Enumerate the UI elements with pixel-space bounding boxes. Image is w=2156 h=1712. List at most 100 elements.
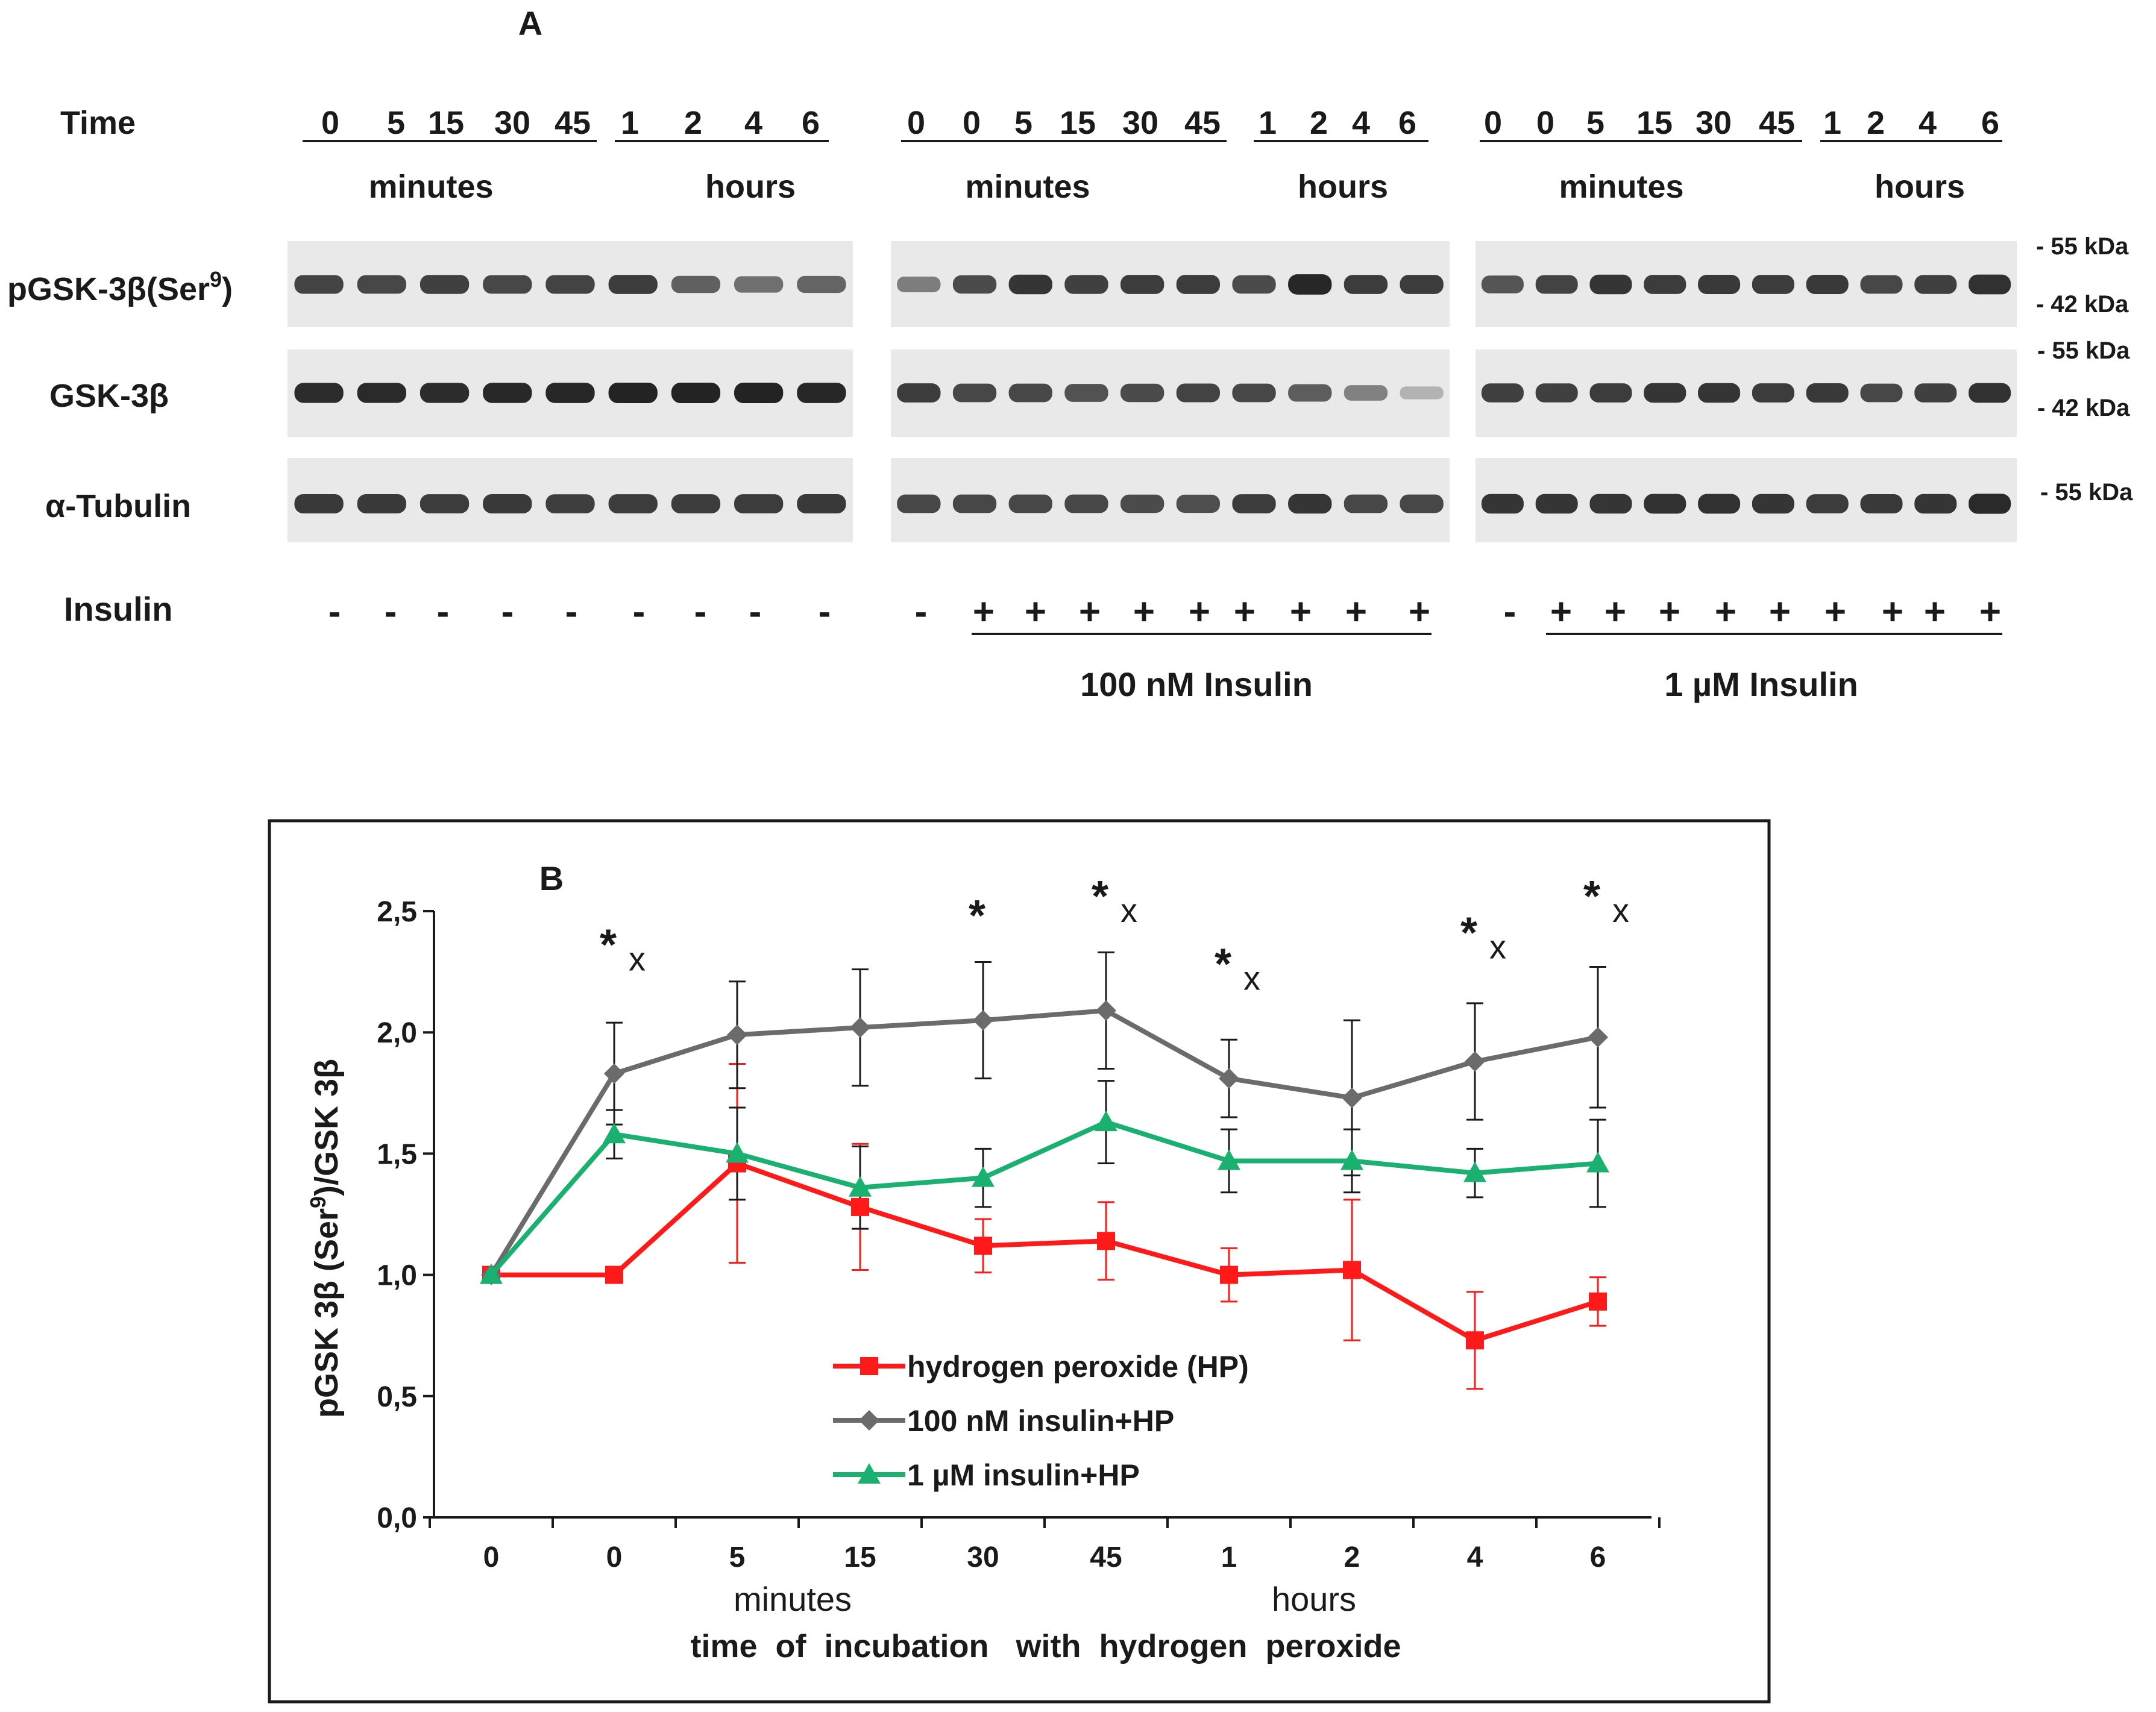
band-2-2-0 xyxy=(1481,494,1524,514)
significance-sub-2: x xyxy=(1120,891,1137,929)
data-point-2-5 xyxy=(1095,1111,1117,1132)
y-axis-label-end: )/GSK 3β xyxy=(309,1059,345,1196)
band-0-0-2 xyxy=(420,275,470,294)
data-point-0-5 xyxy=(1097,1232,1115,1250)
data-point-2-9 xyxy=(1586,1152,1609,1173)
band-1-1-3 xyxy=(1064,384,1108,402)
time-label-hr-2-3: 6 xyxy=(1981,105,1999,141)
time-label-hr-2-0: 1 xyxy=(1823,105,1841,141)
insulin-sign-2-5: + xyxy=(1769,591,1791,633)
significance-marker-1: * xyxy=(969,892,985,940)
insulin-sign-2-4: + xyxy=(1715,591,1736,633)
x-tick-label-2: 5 xyxy=(729,1541,746,1573)
x-tick-label-3: 15 xyxy=(844,1541,876,1573)
band-0-1-3 xyxy=(483,383,532,403)
legend-label-2: 1 µM insulin+HP xyxy=(907,1458,1140,1492)
x-axis-label: time of incubation with hydrogen peroxid… xyxy=(690,1628,1401,1664)
band-1-2-3 xyxy=(1064,494,1108,513)
significance-marker-3: * xyxy=(1215,941,1231,989)
band-0-0-3 xyxy=(483,275,532,294)
band-2-0-5 xyxy=(1752,275,1794,294)
band-0-0-6 xyxy=(671,275,721,293)
legend: hydrogen peroxide (HP) 100 nM insulin+HP 1… xyxy=(833,1350,1249,1492)
band-0-2-8 xyxy=(797,494,846,514)
marker-gsk-42: - 42 kDa xyxy=(2037,395,2130,421)
data-point-1-9 xyxy=(1588,1027,1608,1048)
x-tick-label-8: 4 xyxy=(1467,1541,1483,1573)
x-tick-label-1: 0 xyxy=(606,1541,623,1573)
insulin-sign-1-3: + xyxy=(1079,591,1101,633)
band-0-1-0 xyxy=(294,383,344,403)
band-0-2-2 xyxy=(420,494,470,513)
insulin-sign-2-9: + xyxy=(1979,591,2001,633)
data-point-2-4 xyxy=(972,1166,995,1187)
band-0-0-5 xyxy=(608,275,658,294)
band-1-0-1 xyxy=(952,275,997,294)
band-0-1-2 xyxy=(420,383,470,403)
insulin-sign-0-6: - xyxy=(694,591,707,633)
insulin-sign-0-8: - xyxy=(819,591,831,633)
band-2-2-4 xyxy=(1698,494,1741,514)
insulin-sign-1-7: + xyxy=(1290,591,1312,633)
data-point-2-7 xyxy=(1340,1149,1363,1170)
data-point-1-4 xyxy=(973,1010,993,1031)
legend-label-1: 100 nM insulin+HP xyxy=(907,1404,1174,1438)
band-0-1-1 xyxy=(357,383,406,403)
data-point-2-8 xyxy=(1463,1161,1486,1182)
marker-tubulin-55: - 55 kDa xyxy=(2040,479,2133,506)
treatment-label-100nm: 100 nM Insulin xyxy=(1080,665,1313,703)
insulin-label: Insulin xyxy=(64,590,172,628)
line-chart: 0,0 0,5 1,0 1,5 2,0 2,5 0 0 5 15 30 45 1 2 4 6 minutes ho… xyxy=(377,873,1661,1618)
band-0-1-4 xyxy=(545,383,595,403)
band-2-0-0 xyxy=(1481,275,1524,293)
insulin-sign-0-3: - xyxy=(501,591,514,633)
time-label-min-2-1: 0 xyxy=(1536,105,1554,141)
insulin-sign-0-0: - xyxy=(328,591,341,633)
band-2-1-3 xyxy=(1644,383,1686,403)
time-label-min-2-5: 45 xyxy=(1759,105,1795,141)
y-axis-label-sup: 9 xyxy=(306,1196,330,1208)
band-2-2-1 xyxy=(1535,494,1578,514)
time-label-min-1-3: 15 xyxy=(1060,105,1096,141)
hours-label-1: hours xyxy=(1298,169,1388,205)
insulin-sign-2-3: + xyxy=(1659,591,1680,633)
time-label-hr-0-2: 4 xyxy=(744,105,762,141)
significance-sub-4: x xyxy=(1489,927,1506,965)
time-label: Time xyxy=(60,105,136,141)
gsk-row-label: GSK-3β xyxy=(49,378,169,414)
band-1-1-9 xyxy=(1400,386,1444,400)
band-1-1-2 xyxy=(1008,383,1052,403)
marker-gsk-55: - 55 kDa xyxy=(2037,337,2130,364)
significance-sub-5: x xyxy=(1612,891,1629,929)
band-2-0-4 xyxy=(1698,274,1741,295)
y-tick-label-1: 0,5 xyxy=(377,1381,417,1413)
insulin-sign-2-1: + xyxy=(1550,591,1572,633)
pgsk-row-label: pGSK-3β(Ser9) xyxy=(7,267,233,307)
time-label-hr-1-0: 1 xyxy=(1259,105,1277,141)
time-label-hr-0-3: 6 xyxy=(802,105,820,141)
insulin-sign-2-6: + xyxy=(1824,591,1846,633)
x-tick-label-0: 0 xyxy=(483,1541,500,1573)
x-tick-label-5: 45 xyxy=(1090,1541,1122,1573)
band-1-0-9 xyxy=(1400,275,1444,294)
legend-label-0: hydrogen peroxide (HP) xyxy=(907,1350,1249,1384)
panel-b-title: B xyxy=(539,859,564,897)
band-2-1-8 xyxy=(1914,383,1957,403)
band-0-1-7 xyxy=(734,383,784,403)
time-label-hr-0-1: 2 xyxy=(684,105,702,141)
band-2-2-8 xyxy=(1914,494,1957,514)
time-label-min-2-2: 5 xyxy=(1586,105,1604,141)
band-1-1-6 xyxy=(1232,383,1276,403)
band-1-1-1 xyxy=(952,383,997,403)
data-point-1-7 xyxy=(1342,1087,1362,1108)
band-2-0-2 xyxy=(1589,274,1632,295)
band-1-0-6 xyxy=(1232,275,1276,294)
y-tick-label-2: 1,0 xyxy=(377,1260,417,1292)
series-line-2 xyxy=(489,1120,1598,1277)
series-line-0 xyxy=(491,1161,1599,1343)
western-blots xyxy=(288,241,2017,542)
data-point-0-6 xyxy=(1220,1265,1238,1284)
band-2-1-4 xyxy=(1698,383,1741,403)
band-1-2-9 xyxy=(1400,494,1444,513)
